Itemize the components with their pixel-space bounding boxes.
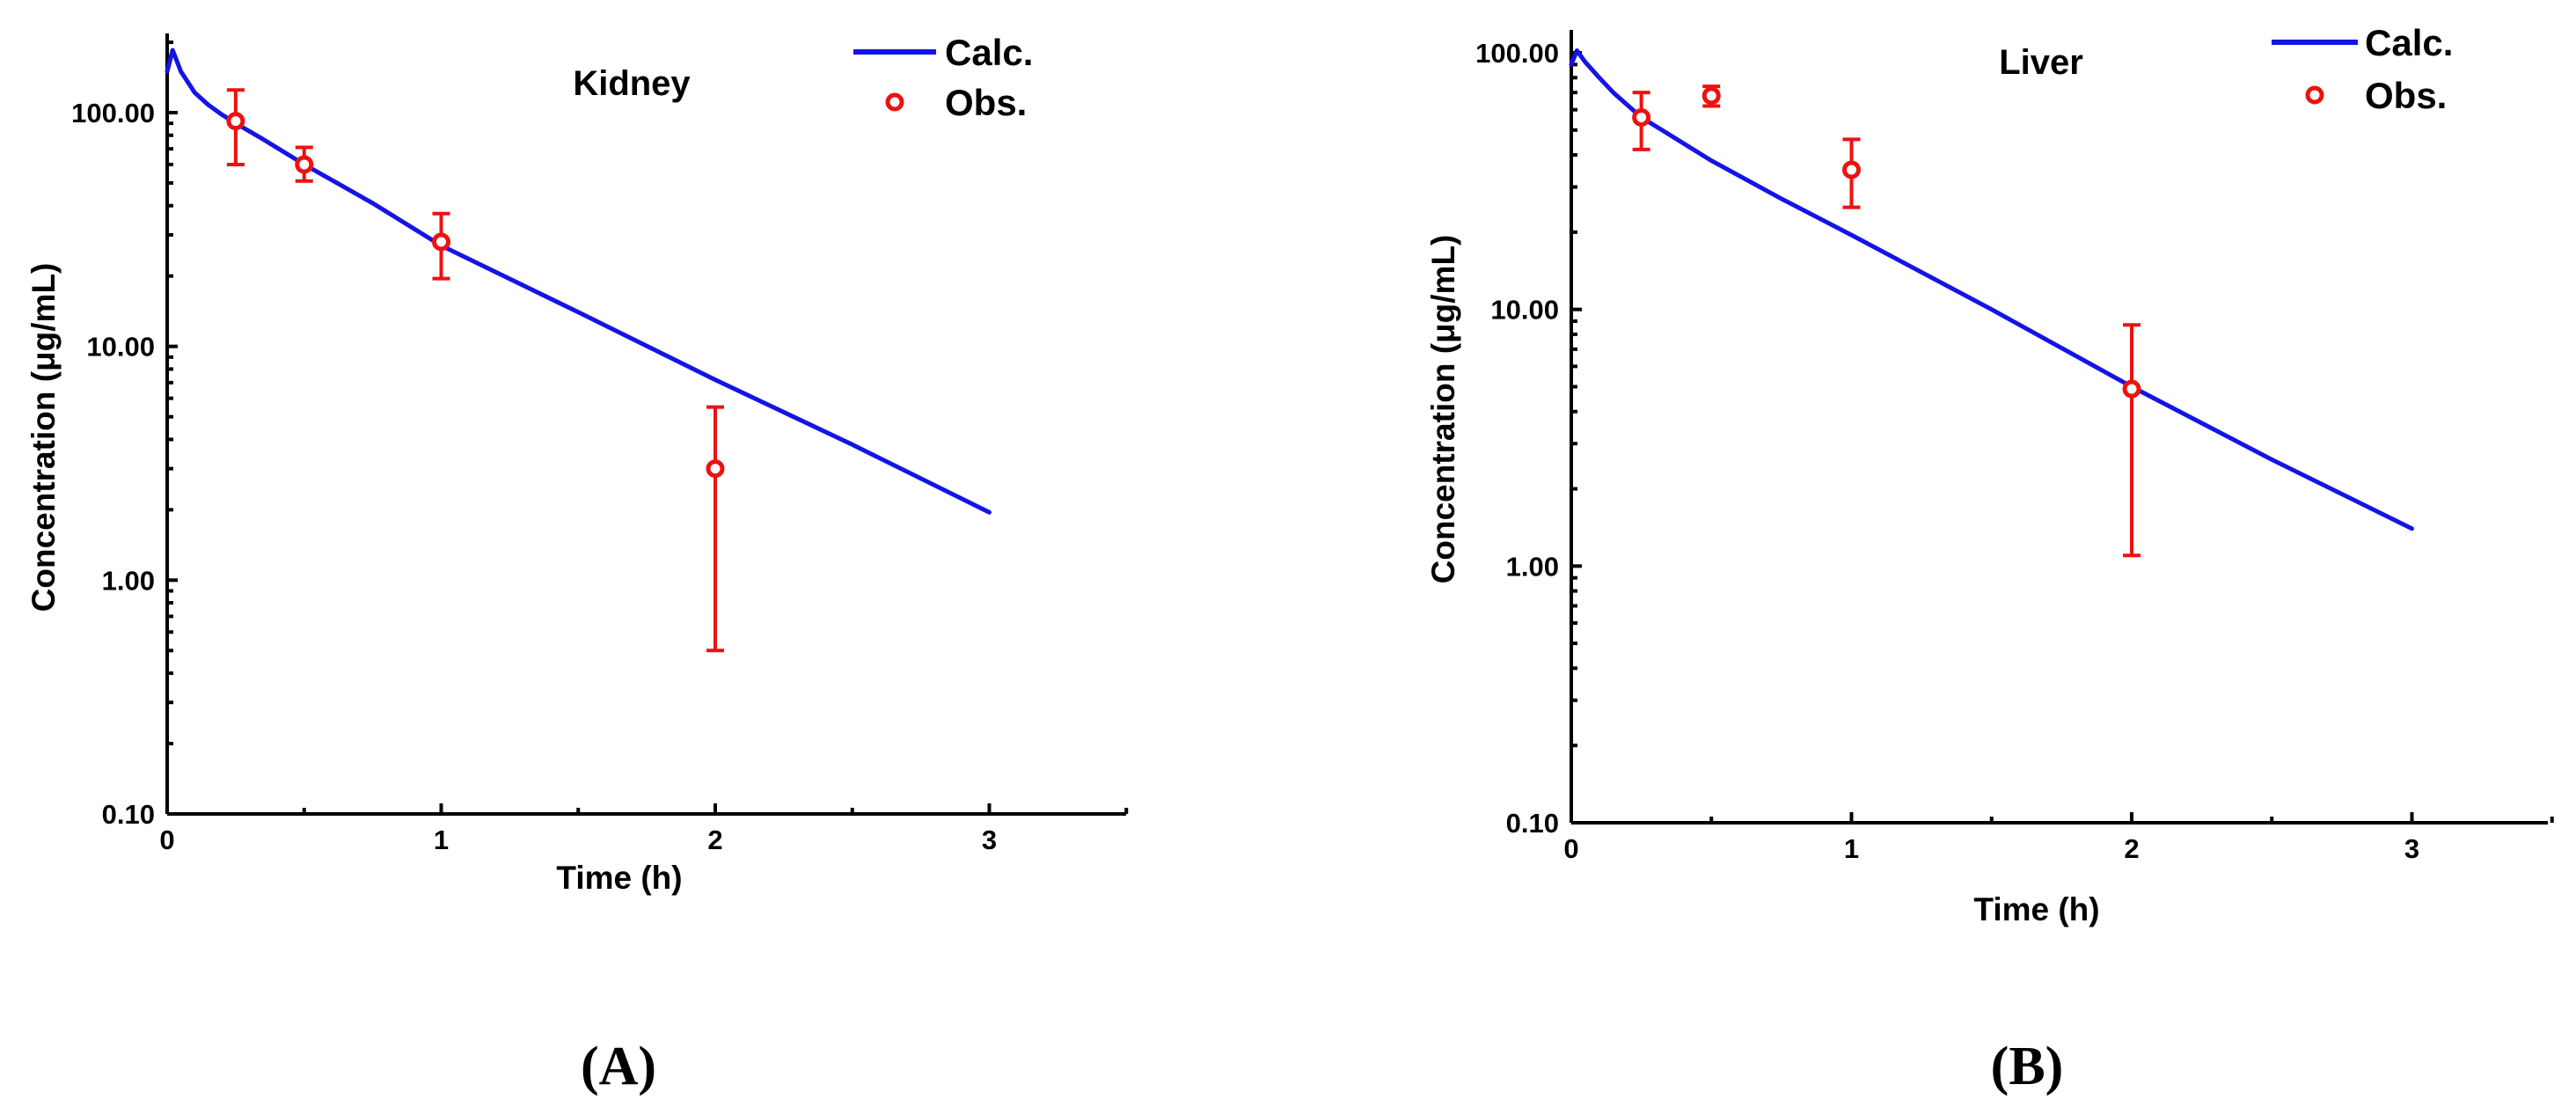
y-tick-label: 0.10	[102, 799, 155, 830]
obs-point	[2122, 379, 2141, 399]
obs-point	[1701, 86, 1721, 106]
x-tick-label: 1	[434, 825, 449, 855]
obs-point	[1842, 160, 1861, 180]
x-tick-label: 0	[159, 825, 174, 855]
y-tick-label: 100.00	[71, 98, 155, 128]
y-tick-label: 10.00	[86, 332, 155, 363]
obs-point	[706, 459, 725, 479]
x-tick-label: 1	[1844, 833, 1859, 864]
panel-label: (B)	[1991, 1037, 2064, 1096]
axes	[165, 33, 1126, 816]
x-tick-label: 0	[1563, 833, 1578, 864]
legend-marker-swatch	[2305, 85, 2324, 105]
obs-point	[295, 155, 314, 174]
obs-point	[226, 112, 245, 131]
x-axis-title: Time (h)	[1973, 891, 2099, 927]
x-tick-label: 3	[982, 825, 997, 855]
y-tick-label: 100.00	[1475, 38, 1559, 69]
obs-point	[432, 232, 450, 252]
y-tick-label: 1.00	[1506, 551, 1559, 582]
tick-marks	[1570, 51, 2554, 825]
legend: Calc. Obs.	[2272, 22, 2453, 116]
y-tick-label: 1.00	[102, 565, 155, 596]
obs-point	[1632, 107, 1651, 127]
legend-label-obs: Obs.	[2365, 75, 2447, 116]
legend-marker-swatch	[885, 92, 904, 112]
data-series	[165, 48, 992, 653]
calc-line	[1569, 48, 2414, 531]
chart-title: Liver	[1999, 43, 2083, 82]
tick-marks	[165, 40, 1129, 816]
legend: Calc. Obs.	[853, 32, 1033, 123]
y-axis-title: Concentration (μg/mL)	[1425, 235, 1461, 584]
tick-labels: 0 1 2 3 0.10 1.00 10.00 100.00	[71, 98, 997, 855]
calc-line	[165, 48, 992, 515]
x-tick-label: 3	[2404, 833, 2419, 864]
legend-label-calc: Calc.	[945, 32, 1033, 73]
chart-liver: Liver Time (h) Concentration (μg/mL) 0 1 2…	[1425, 22, 2554, 1096]
legend-label-calc: Calc.	[2365, 22, 2453, 63]
x-axis-title: Time (h)	[556, 860, 682, 896]
x-tick-label: 2	[707, 825, 722, 855]
tick-labels: 0 1 2 3 0.10 1.00 10.00 100.00	[1475, 38, 2419, 864]
y-tick-label: 0.10	[1506, 808, 1559, 839]
data-series	[1569, 48, 2414, 558]
y-axis-title: Concentration (μg/mL)	[26, 263, 62, 612]
chart-title: Kidney	[573, 64, 691, 103]
axes	[1570, 30, 2548, 825]
chart-kidney: Kidney Time (h) Concentration (μg/mL) 0 1…	[26, 32, 1129, 1096]
y-tick-label: 10.00	[1490, 295, 1559, 326]
legend-label-obs: Obs.	[945, 82, 1027, 123]
panel-label: (A)	[581, 1037, 656, 1096]
x-tick-label: 2	[2124, 833, 2139, 864]
